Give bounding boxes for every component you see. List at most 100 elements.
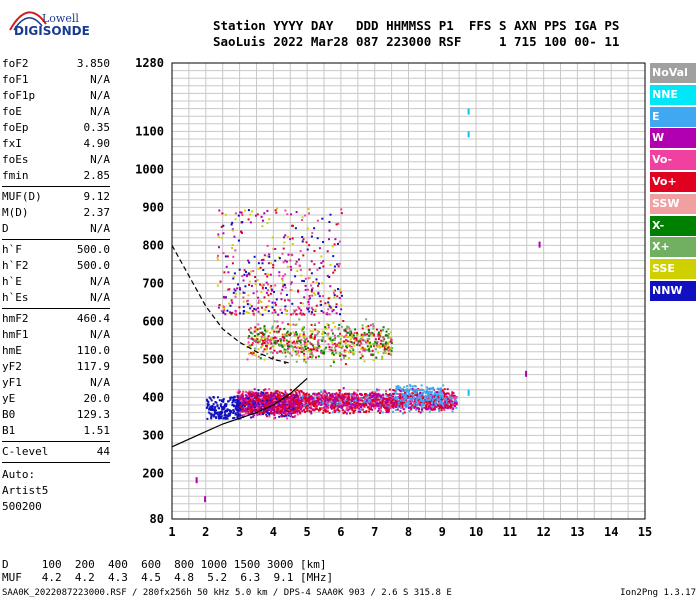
echo-point	[237, 391, 240, 394]
echo-point	[264, 388, 267, 391]
lowell-digisonde-logo: Lowell DIGISONDE	[2, 2, 112, 42]
echo-point	[288, 334, 291, 337]
echo-point	[382, 393, 385, 396]
echo-point	[369, 402, 372, 405]
echo-point	[419, 398, 422, 400]
echo-point	[340, 358, 343, 361]
echo-point	[381, 402, 384, 405]
echo-point	[359, 399, 362, 402]
echo-point	[360, 337, 363, 340]
echo-point	[281, 401, 284, 404]
echo-point	[247, 406, 250, 409]
echo-point	[248, 393, 251, 396]
echo-point	[261, 407, 264, 410]
echo-point	[377, 333, 380, 336]
echo-point	[230, 396, 233, 399]
echo-point	[451, 410, 454, 413]
param-name: B1	[2, 424, 16, 437]
echo-point	[256, 414, 259, 417]
echo-point	[231, 244, 234, 247]
echo-point	[433, 408, 436, 411]
echo-point	[303, 358, 306, 361]
echo-point	[285, 402, 288, 405]
echo-point	[234, 401, 237, 404]
echo-point	[391, 399, 394, 402]
echo-point	[211, 413, 214, 416]
echo-point	[378, 407, 380, 410]
echo-point	[310, 343, 313, 346]
echo-point	[297, 397, 300, 400]
echo-point	[209, 408, 212, 411]
echo-point	[299, 250, 302, 252]
echo-point	[256, 213, 259, 216]
echo-point	[337, 411, 340, 414]
echo-point	[209, 405, 212, 408]
echo-point	[299, 333, 302, 336]
echo-point	[356, 402, 359, 405]
echo-point	[239, 288, 241, 291]
echo-point	[232, 398, 235, 401]
param-fof1p: foF1p N/A	[2, 88, 110, 104]
echo-point	[283, 327, 286, 330]
echo-point	[445, 395, 448, 398]
echo-point	[321, 282, 324, 285]
x-tick-label: 9	[439, 525, 446, 539]
y-tick-label: 400	[142, 390, 164, 404]
echo-point	[362, 400, 365, 402]
echo-point	[305, 342, 308, 345]
echo-point	[427, 402, 430, 405]
echo-point	[290, 344, 293, 347]
echo-point	[409, 388, 412, 391]
echo-point	[238, 399, 241, 402]
echo-point	[311, 232, 314, 235]
echo-point	[279, 411, 282, 414]
echo-point	[286, 396, 289, 399]
echo-point	[454, 396, 457, 399]
echo-point	[290, 281, 293, 284]
echo-point	[294, 390, 297, 393]
echo-point	[246, 358, 249, 361]
echo-point	[299, 412, 302, 415]
echo-point	[389, 340, 392, 343]
echo-point	[368, 334, 371, 337]
echo-point	[264, 287, 267, 290]
echo-point	[263, 327, 266, 329]
echo-point	[302, 335, 305, 338]
echo-point	[435, 400, 437, 403]
echo-point	[278, 343, 281, 346]
echo-point	[338, 288, 341, 291]
echo-point	[280, 415, 283, 418]
echo-point	[375, 389, 378, 392]
echo-point	[259, 266, 262, 269]
echo-point	[414, 389, 417, 392]
echo-point	[364, 333, 367, 336]
echo-point	[254, 276, 257, 278]
echo-point	[384, 342, 387, 345]
echo-point	[338, 410, 341, 413]
echo-point	[363, 347, 366, 350]
echo-point	[298, 390, 301, 393]
echo-point	[216, 284, 219, 287]
echo-point	[385, 390, 387, 393]
echo-point	[250, 331, 253, 334]
echo-point	[396, 386, 399, 389]
param-name: yE	[2, 392, 16, 405]
echo-point	[274, 259, 277, 262]
echo-point	[340, 403, 343, 406]
echo-point	[310, 307, 313, 310]
echo-point	[301, 327, 304, 330]
echo-point	[259, 327, 262, 330]
echo-point	[236, 395, 239, 398]
echo-point	[354, 405, 356, 408]
echo-point	[319, 407, 322, 410]
echo-point	[238, 268, 241, 271]
echo-point	[240, 230, 243, 233]
echo-point	[267, 294, 270, 297]
echo-point	[285, 409, 288, 412]
autoscaling-info: Auto: Artist5 500200	[2, 467, 110, 515]
echo-point	[268, 400, 271, 403]
echo-point	[328, 221, 331, 223]
echo-point	[247, 336, 250, 339]
echo-point	[223, 271, 226, 274]
echo-point	[440, 390, 443, 393]
